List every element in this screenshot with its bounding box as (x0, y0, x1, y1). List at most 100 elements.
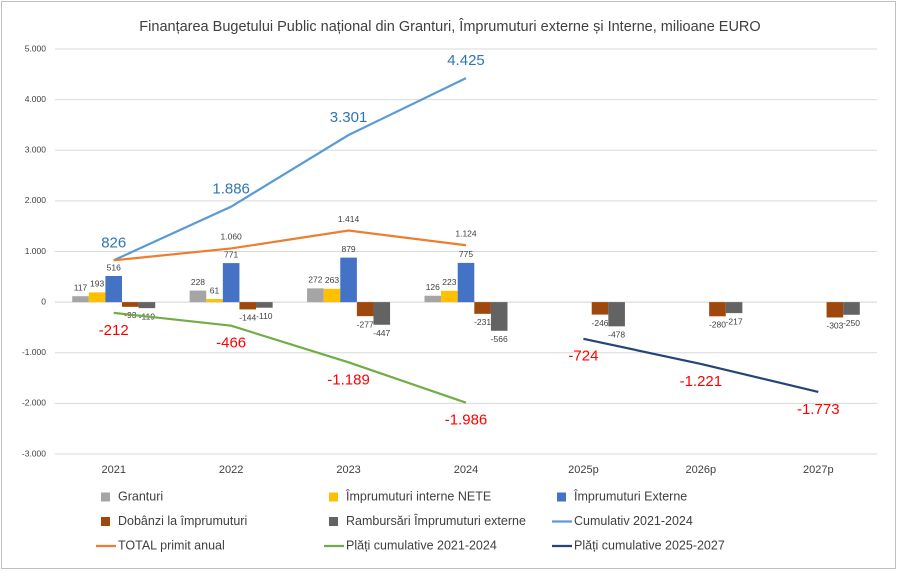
line (113, 229, 467, 262)
y-tick-label: 5.000 (25, 43, 47, 53)
legend-label: Împrumuturi Externe (573, 488, 687, 503)
bar (222, 263, 240, 303)
x-tick-label: 2027p (803, 464, 834, 476)
bar-value-label: 516 (107, 262, 121, 272)
line-value-label: -1.221 (680, 373, 723, 390)
bar-value-label: 272 (308, 275, 322, 285)
bar (88, 292, 106, 303)
line-value-label: -1.189 (327, 371, 370, 388)
line (113, 311, 467, 404)
bar-value-label: 61 (210, 285, 220, 295)
x-tick-label: 2021 (101, 464, 125, 476)
bar-value-label: -250 (843, 318, 860, 328)
legend-label: Împrumuturi interne NETE (345, 488, 491, 503)
bar-value-label: -144 (239, 313, 256, 323)
legend-swatch (101, 492, 110, 502)
legend-label: Cumulativ 2021-2024 (574, 514, 693, 528)
bar-value-label: 117 (74, 282, 88, 292)
bar (105, 276, 123, 303)
bar (490, 302, 508, 331)
legend-label: TOTAL primit anual (118, 538, 225, 552)
line-value-label: 1.414 (338, 214, 360, 224)
line-value-label: -724 (568, 348, 598, 365)
bar (826, 302, 844, 318)
bar-value-label: 775 (459, 249, 473, 259)
bar (356, 302, 374, 317)
bar-value-label: 126 (426, 282, 440, 292)
bar-value-label: -566 (491, 334, 508, 344)
bar (725, 302, 743, 314)
bar (340, 257, 357, 303)
bar (206, 299, 223, 303)
y-tick-label: 1.000 (25, 246, 47, 256)
bar (307, 288, 324, 303)
bar-value-label: -231 (474, 317, 491, 327)
bar (72, 296, 89, 303)
legend-label: Rambursări Împrumuturi externe (346, 513, 526, 528)
bar (591, 302, 609, 315)
line-value-label: 826 (101, 234, 126, 251)
bar (709, 302, 726, 317)
bar (256, 302, 273, 308)
line-value-label: 1.060 (221, 232, 243, 242)
legend-label: Plăți cumulative 2025-2027 (574, 538, 725, 552)
bar (441, 290, 458, 303)
legend-label: Dobânzi la împrumuturi (118, 514, 247, 528)
chart-title: Finanțarea Bugetului Public național din… (139, 18, 760, 35)
bar-value-label: 193 (90, 279, 104, 289)
bar (457, 262, 475, 303)
bar (373, 302, 391, 325)
y-tick-label: -2.000 (22, 398, 46, 408)
legend-swatch (329, 492, 338, 502)
bar (323, 288, 341, 303)
x-tick-label: 2022 (219, 464, 243, 476)
bar-value-label: -447 (373, 328, 390, 338)
bar-value-label: -277 (357, 319, 374, 329)
bar (424, 295, 442, 303)
line-value-label: -1.986 (445, 412, 488, 429)
y-tick-label: -3.000 (22, 448, 46, 458)
bar-value-label: 879 (341, 244, 355, 254)
y-tick-label: -1.000 (22, 347, 46, 357)
legend-swatch (101, 517, 110, 526)
line (583, 337, 819, 393)
bar-value-label: -303 (826, 321, 843, 331)
line-value-label: 1.886 (212, 181, 250, 198)
line-value-label: -212 (99, 322, 129, 339)
legend-swatch (329, 517, 338, 526)
line (113, 77, 467, 262)
bar-value-label: -110 (256, 311, 273, 321)
bar-value-label: -217 (726, 316, 743, 326)
bar-value-label: -280 (709, 320, 726, 330)
x-tick-label: 2024 (454, 464, 478, 476)
x-tick-label: 2026p (686, 464, 717, 476)
bar (474, 302, 491, 314)
y-tick-label: 0 (41, 296, 46, 306)
line-value-label: -1.773 (797, 401, 840, 418)
bar (843, 302, 860, 315)
legend-label: Granturi (118, 489, 163, 503)
bar (122, 302, 139, 307)
bar-value-label: 263 (325, 275, 339, 285)
bar (189, 290, 207, 303)
bar (239, 302, 257, 310)
line-value-label: -466 (216, 335, 246, 352)
line-value-label: 4.425 (447, 52, 485, 69)
y-tick-label: 4.000 (25, 94, 47, 104)
bar (138, 302, 156, 309)
bar-value-label: -478 (608, 330, 625, 340)
legend-label: Plăți cumulative 2021-2024 (346, 538, 497, 552)
y-tick-label: 3.000 (25, 145, 47, 155)
bar-value-label: 228 (191, 277, 205, 287)
line-value-label: 3.301 (330, 109, 368, 126)
legend-swatch (557, 492, 566, 502)
bar-value-label: -246 (592, 318, 609, 328)
bar (608, 302, 625, 327)
line-value-label: 1.124 (455, 228, 477, 238)
bar-value-label: 771 (224, 249, 238, 259)
y-tick-label: 2.000 (25, 195, 47, 205)
x-tick-label: 2025p (568, 464, 599, 476)
x-tick-label: 2023 (336, 464, 360, 476)
